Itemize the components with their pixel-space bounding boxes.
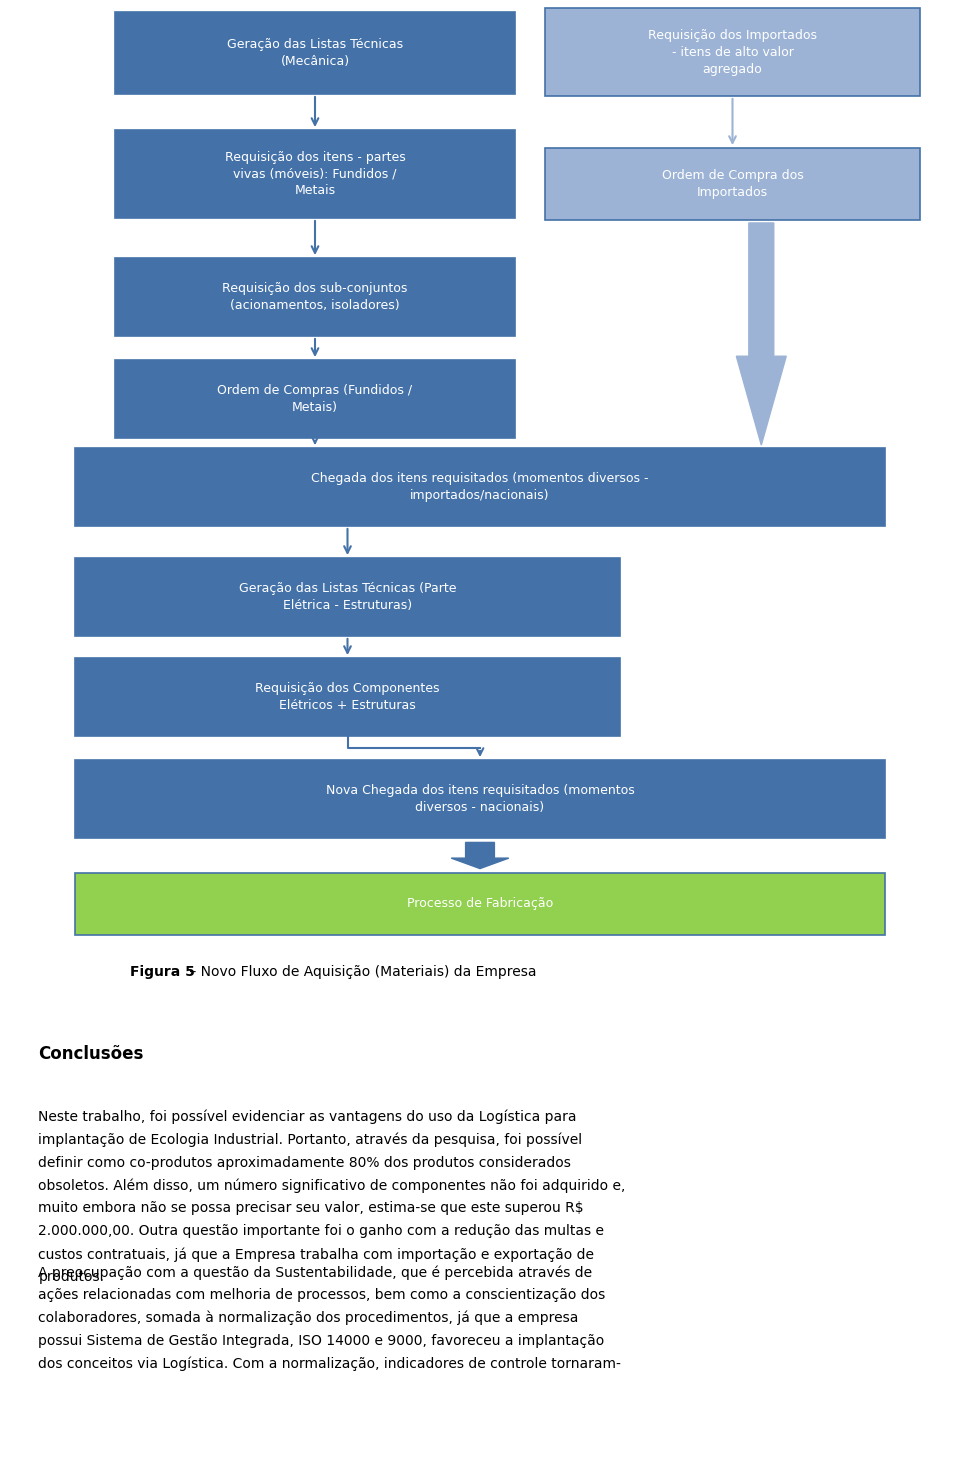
Text: Processo de Fabricação: Processo de Fabricação bbox=[407, 897, 553, 910]
FancyBboxPatch shape bbox=[545, 7, 920, 96]
Text: Requisição dos Importados
- itens de alto valor
agregado: Requisição dos Importados - itens de alt… bbox=[648, 28, 817, 75]
Text: Nova Chegada dos itens requisitados (momentos
diversos - nacionais): Nova Chegada dos itens requisitados (mom… bbox=[325, 785, 635, 814]
Text: definir como co-produtos aproximadamente 80% dos produtos considerados: definir como co-produtos aproximadamente… bbox=[38, 1156, 571, 1170]
Text: Geração das Listas Técnicas (Parte
Elétrica - Estruturas): Geração das Listas Técnicas (Parte Elétr… bbox=[239, 583, 456, 612]
Polygon shape bbox=[736, 223, 786, 445]
Text: obsoletos. Além disso, um número significativo de componentes não foi adquirido : obsoletos. Além disso, um número signifi… bbox=[38, 1179, 626, 1193]
FancyBboxPatch shape bbox=[75, 760, 885, 838]
FancyBboxPatch shape bbox=[75, 873, 885, 935]
Text: Neste trabalho, foi possível evidenciar as vantagens do uso da Logística para: Neste trabalho, foi possível evidenciar … bbox=[38, 1111, 577, 1124]
Text: dos conceitos via Logística. Com a normalização, indicadores de controle tornara: dos conceitos via Logística. Com a norma… bbox=[38, 1357, 621, 1370]
Text: Requisição dos Componentes
Elétricos + Estruturas: Requisição dos Componentes Elétricos + E… bbox=[255, 681, 440, 712]
Text: Geração das Listas Técnicas
(Mecânica): Geração das Listas Técnicas (Mecânica) bbox=[227, 38, 403, 68]
Text: custos contratuais, já que a Empresa trabalha com importação e exportação de: custos contratuais, já que a Empresa tra… bbox=[38, 1248, 594, 1261]
Text: muito embora não se possa precisar seu valor, estima-se que este superou R$: muito embora não se possa precisar seu v… bbox=[38, 1202, 584, 1215]
Text: Ordem de Compra dos
Importados: Ordem de Compra dos Importados bbox=[661, 170, 804, 199]
FancyBboxPatch shape bbox=[545, 148, 920, 220]
Text: colaboradores, somada à normalização dos procedimentos, já que a empresa: colaboradores, somada à normalização dos… bbox=[38, 1311, 579, 1325]
FancyBboxPatch shape bbox=[75, 558, 620, 636]
Text: Conclusões: Conclusões bbox=[38, 1044, 144, 1063]
Text: Chegada dos itens requisitados (momentos diversos -
importados/nacionais): Chegada dos itens requisitados (momentos… bbox=[311, 472, 649, 502]
Text: Requisição dos itens - partes
vivas (móveis): Fundidos /
Metais: Requisição dos itens - partes vivas (móv… bbox=[225, 150, 405, 198]
Text: ações relacionadas com melhoria de processos, bem como a conscientização dos: ações relacionadas com melhoria de proce… bbox=[38, 1288, 606, 1302]
FancyBboxPatch shape bbox=[115, 130, 515, 218]
FancyBboxPatch shape bbox=[75, 448, 885, 527]
FancyBboxPatch shape bbox=[115, 258, 515, 336]
Text: implantação de Ecologia Industrial. Portanto, através da pesquisa, foi possível: implantação de Ecologia Industrial. Port… bbox=[38, 1133, 583, 1148]
Polygon shape bbox=[451, 842, 509, 869]
Text: A preocupação com a questão da Sustentabilidade, que é percebida através de: A preocupação com a questão da Sustentab… bbox=[38, 1266, 592, 1279]
Text: Ordem de Compras (Fundidos /
Metais): Ordem de Compras (Fundidos / Metais) bbox=[217, 384, 413, 414]
Text: Figura 5: Figura 5 bbox=[130, 965, 195, 979]
Text: produtos.: produtos. bbox=[38, 1270, 105, 1285]
FancyBboxPatch shape bbox=[115, 360, 515, 438]
Text: – Novo Fluxo de Aquisição (Materiais) da Empresa: – Novo Fluxo de Aquisição (Materiais) da… bbox=[185, 965, 537, 979]
Text: possui Sistema de Gestão Integrada, ISO 14000 e 9000, favoreceu a implantação: possui Sistema de Gestão Integrada, ISO … bbox=[38, 1333, 605, 1348]
FancyBboxPatch shape bbox=[115, 12, 515, 94]
Text: Requisição dos sub-conjuntos
(acionamentos, isoladores): Requisição dos sub-conjuntos (acionament… bbox=[223, 282, 408, 313]
FancyBboxPatch shape bbox=[75, 658, 620, 736]
Text: 2.000.000,00. Outra questão importante foi o ganho com a redução das multas e: 2.000.000,00. Outra questão importante f… bbox=[38, 1224, 605, 1239]
